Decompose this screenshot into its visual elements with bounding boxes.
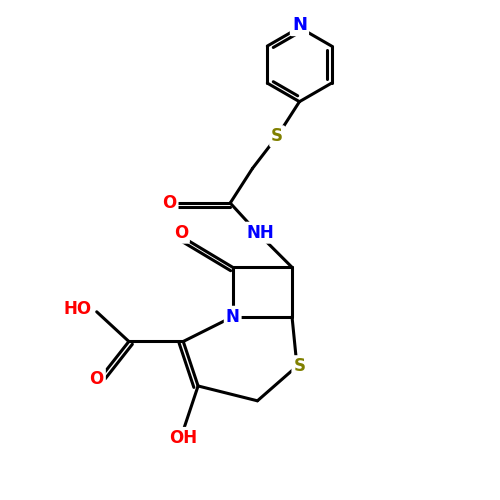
Text: O: O <box>90 370 104 388</box>
Text: OH: OH <box>169 429 198 447</box>
Text: O: O <box>174 224 188 242</box>
Text: S: S <box>294 357 306 375</box>
Text: S: S <box>271 128 283 146</box>
Text: N: N <box>292 16 307 34</box>
Text: O: O <box>162 194 176 212</box>
Text: HO: HO <box>64 300 92 318</box>
Text: N: N <box>226 308 239 326</box>
Text: NH: NH <box>246 224 274 242</box>
